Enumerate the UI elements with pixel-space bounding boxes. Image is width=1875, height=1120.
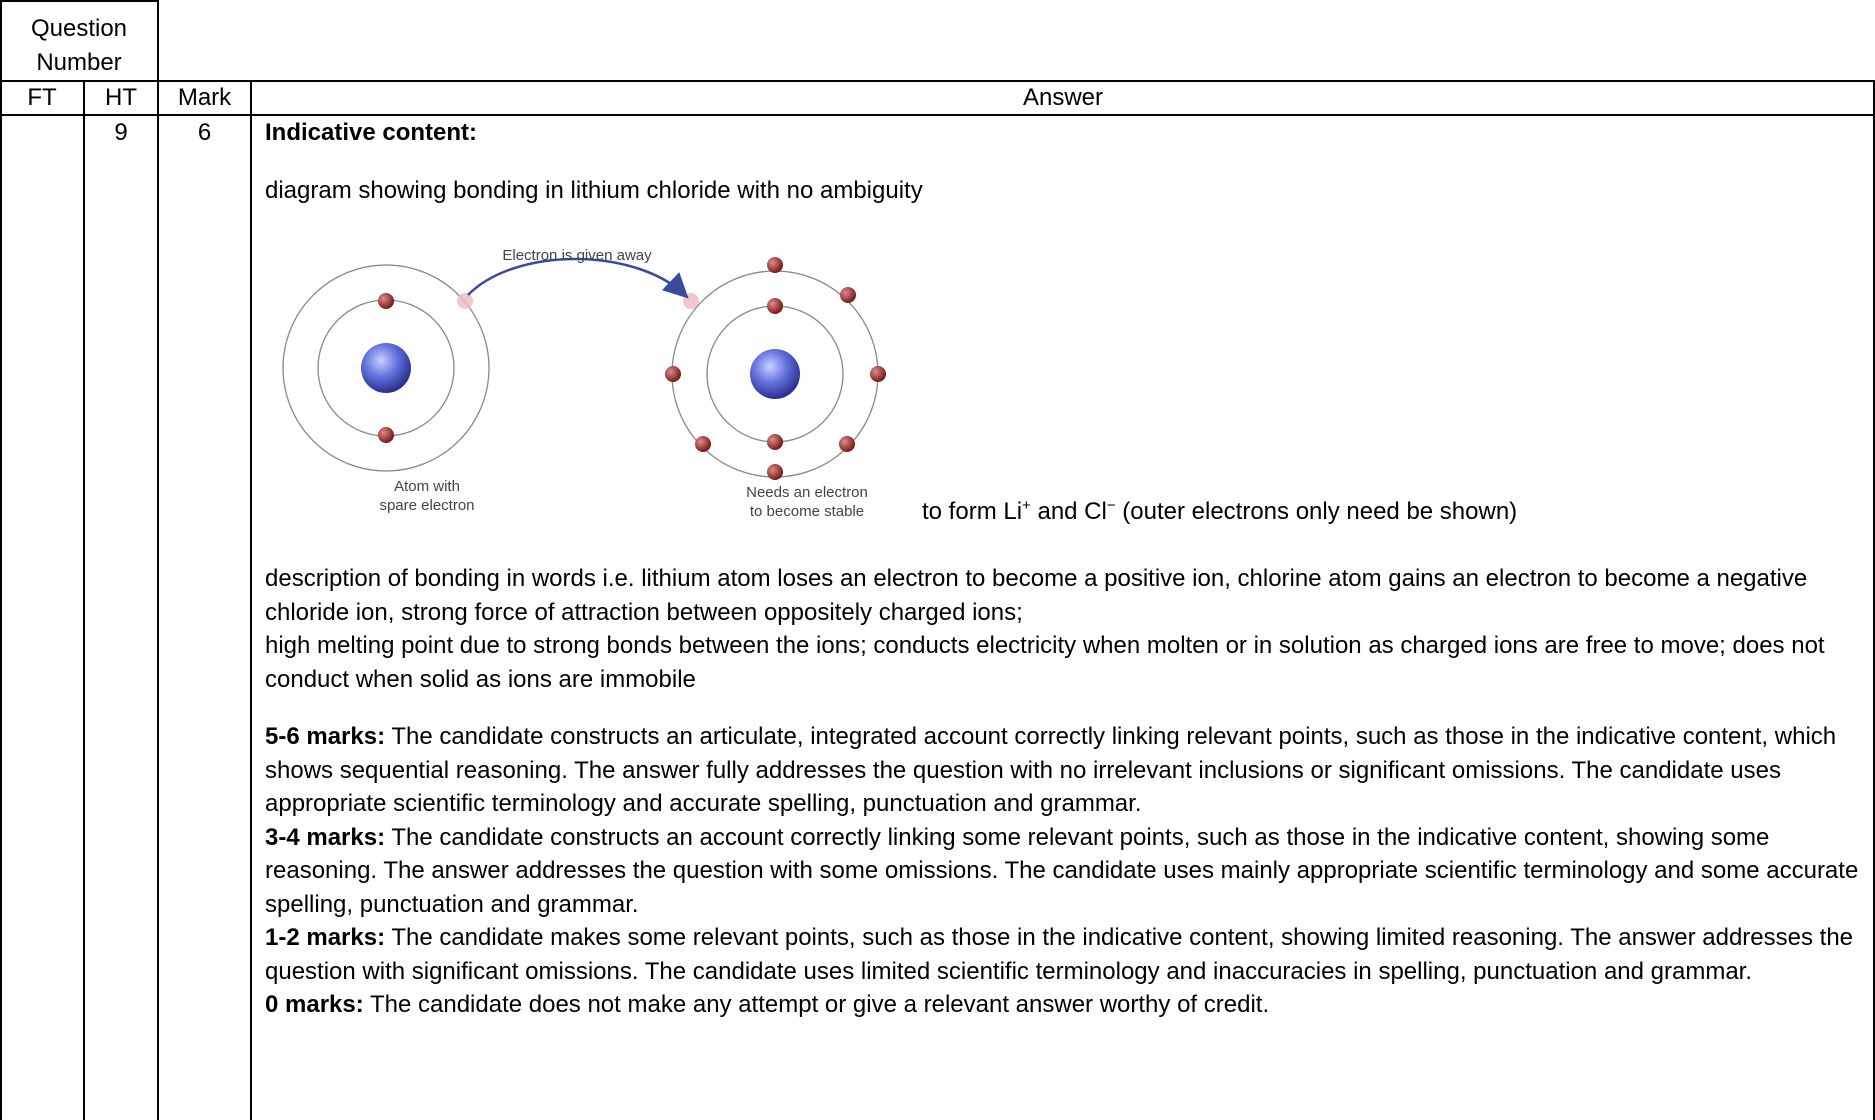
mark-band: 3-4 marks: The candidate constructs an a… xyxy=(265,821,1871,922)
text: to form Li xyxy=(922,498,1023,525)
border xyxy=(250,81,252,1120)
text: (outer electrons only need be shown) xyxy=(1115,498,1518,525)
caption: to form Li+ and Cl− (outer electrons onl… xyxy=(922,495,1517,529)
border xyxy=(157,0,159,1120)
band-label: 3-4 marks: xyxy=(265,823,386,851)
nucleus xyxy=(361,343,411,393)
band-label: 0 marks: xyxy=(265,991,364,1018)
column-header: FT xyxy=(27,84,57,111)
column-header: Mark xyxy=(177,84,232,111)
column-header: Answer xyxy=(1022,84,1104,111)
superscript: − xyxy=(1106,497,1116,514)
mark-band: 5-6 marks: The candidate constructs an a… xyxy=(265,720,1871,821)
diagram-label: spare electron xyxy=(379,497,474,514)
ghost-electron xyxy=(457,293,473,309)
band-text: The candidate does not make any attempt … xyxy=(369,991,1270,1018)
border xyxy=(1873,81,1875,1120)
electrons xyxy=(378,257,886,480)
band-label: 1-2 marks: xyxy=(265,924,386,951)
border xyxy=(83,81,85,1120)
question-number: 9 xyxy=(114,119,128,146)
bonding-diagram: Electron is given away Atom with spare e… xyxy=(282,247,886,520)
text: diagram showing bonding in lithium chlor… xyxy=(265,177,923,204)
mark-band: 0 marks: The candidate does not make any… xyxy=(265,988,1871,1022)
paragraph: description of bonding in words i.e. lit… xyxy=(265,565,1808,626)
mark: 6 xyxy=(197,119,212,146)
column-header: HT xyxy=(105,84,137,111)
header-text: Number xyxy=(36,49,122,76)
border xyxy=(0,80,1875,82)
header-text: Question xyxy=(30,15,128,42)
text: and Cl xyxy=(1030,498,1107,525)
band-label: 5-6 marks: xyxy=(265,723,386,750)
arrow xyxy=(467,257,689,299)
mark-band: 1-2 marks: The candidate makes some rele… xyxy=(265,921,1871,988)
diagram-label: Electron is given away xyxy=(502,247,652,264)
border xyxy=(0,0,158,2)
border xyxy=(0,114,1875,116)
mark-bands: 5-6 marks: The candidate constructs an a… xyxy=(265,720,1871,1022)
paragraph: high melting point due to strong bonds b… xyxy=(265,632,1825,693)
header-cell: Question Number xyxy=(0,12,158,80)
nucleus xyxy=(750,349,800,399)
superscript: + xyxy=(1022,497,1031,514)
answer-intro: diagram showing bonding in lithium chlor… xyxy=(265,174,1871,208)
band-text: The candidate makes some relevant points… xyxy=(265,924,1854,985)
diagram-label: Needs an electron xyxy=(746,484,868,501)
answer-heading: Indicative content: xyxy=(265,116,1871,150)
heading: Indicative content: xyxy=(265,119,478,146)
diagram-label: to become stable xyxy=(750,503,864,520)
band-text: The candidate constructs an account corr… xyxy=(265,823,1859,918)
ghost-electron xyxy=(683,293,699,309)
band-text: The candidate constructs an articulate, … xyxy=(265,723,1837,817)
border xyxy=(0,0,2,1120)
description: description of bonding in words i.e. lit… xyxy=(265,562,1871,696)
diagram-label: Atom with xyxy=(394,478,460,495)
